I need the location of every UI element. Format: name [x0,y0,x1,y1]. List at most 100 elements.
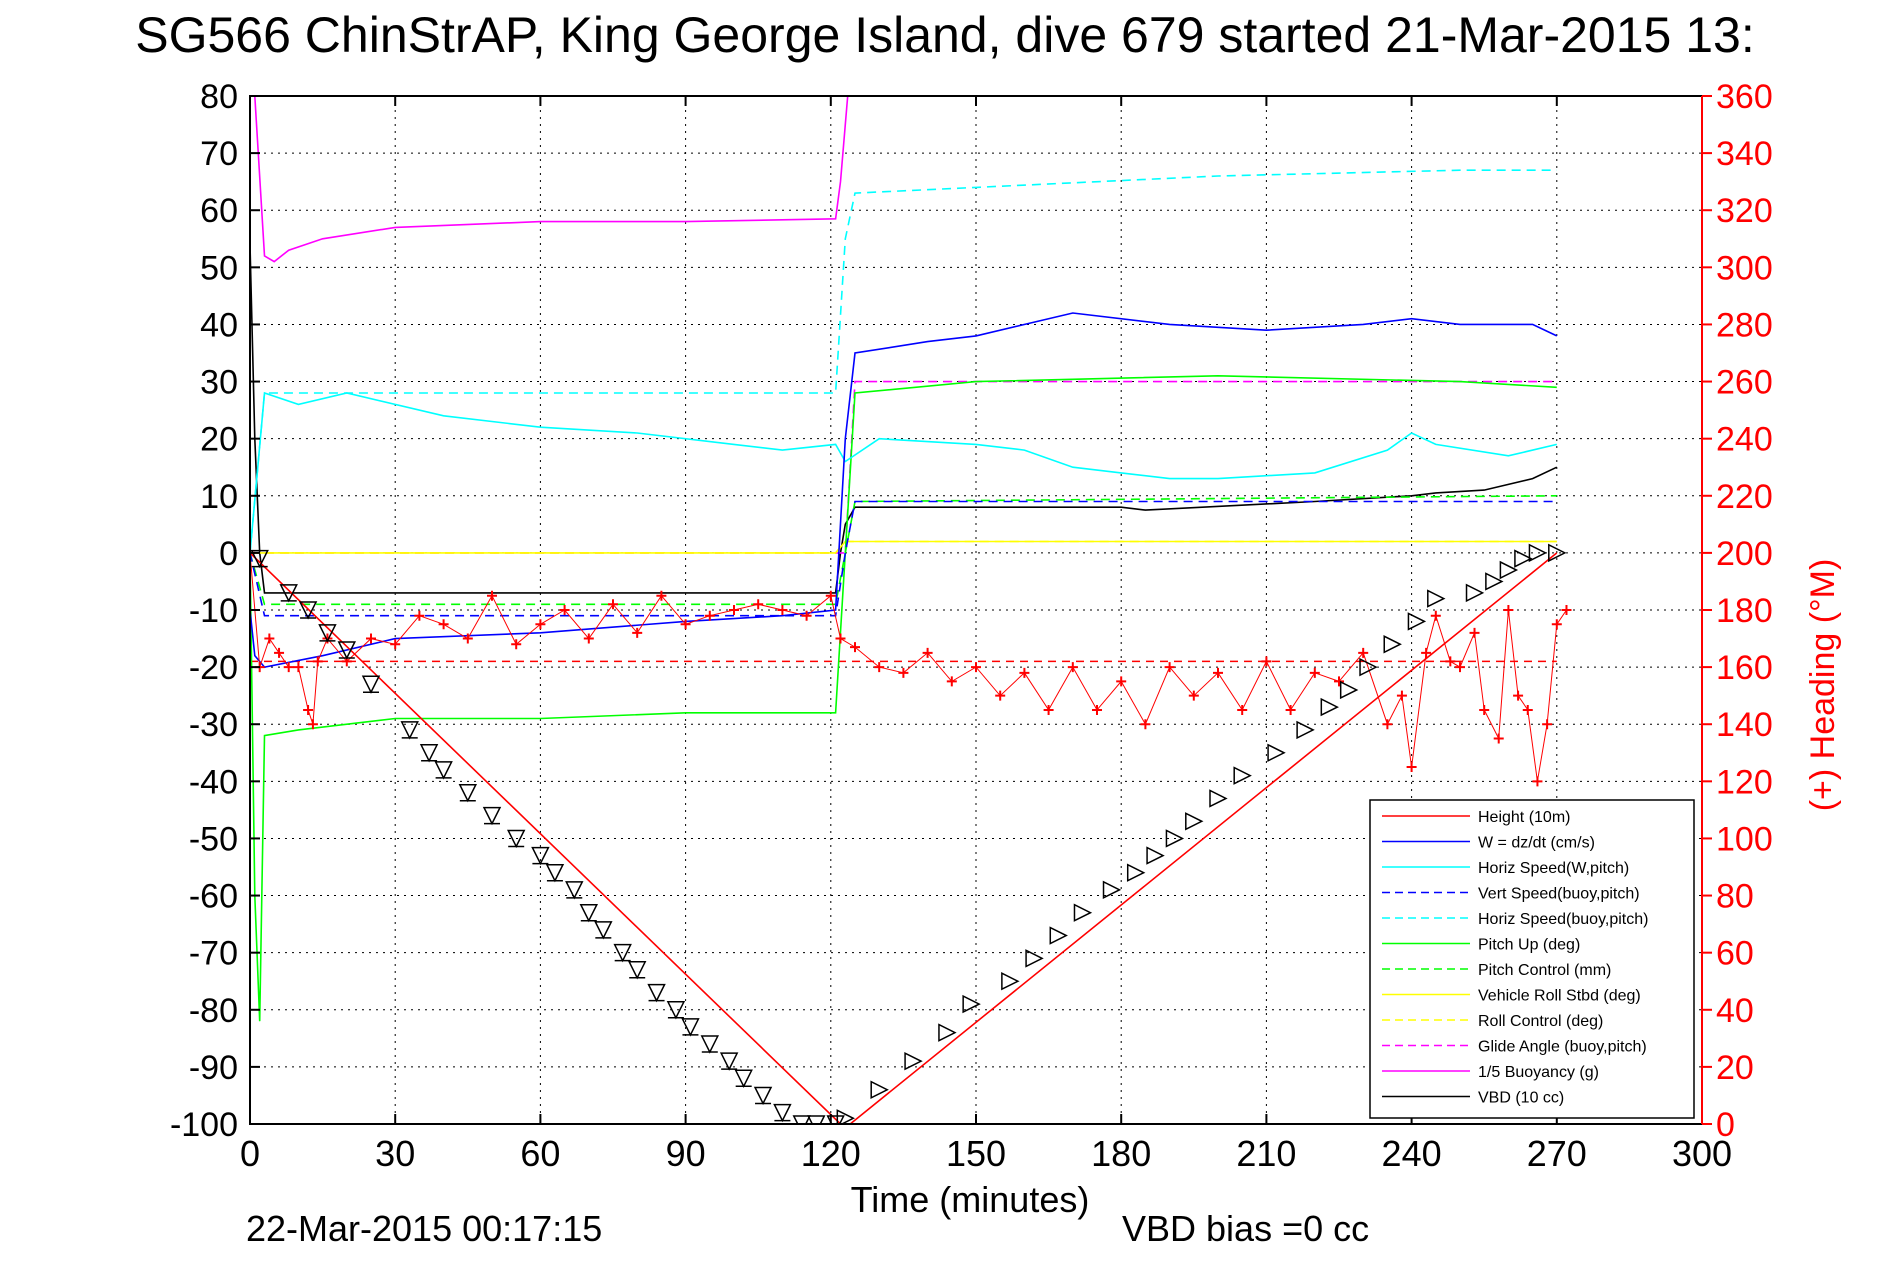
height-marker [1146,846,1165,865]
height-marker [531,846,550,866]
y-tick-label: -100 [170,1106,238,1144]
height-marker [613,943,632,963]
series-line-vehicle-roll-stbd-deg [250,540,1557,554]
height-marker [734,1069,753,1088]
x-tick-label: 300 [1672,1133,1732,1174]
height-marker [400,721,419,740]
heading-point [1445,656,1456,667]
legend-label: Pitch Up (deg) [1478,937,1580,954]
height-marker [1528,543,1548,563]
x-tick-label: 180 [1091,1133,1151,1174]
heading-point [1382,719,1393,730]
y2-tick-label: 60 [1716,935,1754,973]
heading-point [1396,690,1407,701]
height-marker [279,584,298,603]
heading-point [1358,647,1369,658]
height-marker [1185,812,1204,831]
heading-point [608,599,618,610]
legend-label: Pitch Control (mm) [1478,962,1611,979]
series-line-glide-angle-buoy-pitch [250,380,1557,554]
y-tick-label: -20 [189,649,238,687]
height-marker [753,1086,773,1106]
height-marker [434,761,453,780]
legend-label: Roll Control (deg) [1478,1013,1603,1030]
series-line-roll-control-deg [250,540,1557,554]
height-marker [826,1115,845,1124]
heading-point [559,605,570,615]
y-axis-right: 3603403203002802602402202001801601401201… [1701,78,1773,1144]
heading-point [1213,667,1223,678]
x-axis: 0 30 60 90 120 150 180 210 240 270 300 [240,96,1732,1174]
heading-point [656,590,667,601]
height-marker [1320,697,1339,717]
heading-point [922,647,933,658]
height-marker [1209,789,1228,808]
height-marker [904,1051,923,1071]
heading-point [1188,690,1199,701]
height-marker [1233,766,1252,785]
y2-tick-label: 300 [1716,249,1773,287]
height-marker [458,784,478,803]
y2-tick-label: 320 [1716,192,1773,230]
y2-tick-label: 160 [1716,649,1773,687]
legend-label: VBD (10 cc) [1478,1090,1564,1107]
legend-label: Horiz Speed(buoy,pitch) [1478,911,1648,928]
heading-point [264,633,275,644]
heading-point [729,605,739,615]
y2-tick-label: 200 [1716,535,1773,573]
heading-point [874,662,885,673]
heading-point [1237,704,1248,715]
heading-point [704,610,715,621]
series-line-vert-speed-buoy-pitch [250,500,1557,617]
heading-point [1406,762,1417,773]
heading-point [1561,605,1572,615]
legend: Height (10m) W = dz/dt (cm/s) Horiz Speed(… [1369,799,1695,1119]
series-line-w-dz-dt-cm-s [250,312,1558,668]
footer-timestamp: 22-Mar-2015 00:17:15 [246,1208,603,1249]
height-marker [1073,903,1093,922]
heading-point [303,704,314,715]
heading-point [1455,662,1465,673]
heading-point [1542,719,1553,730]
heading-point [1522,704,1533,715]
height-marker [506,829,526,849]
heading-point [898,667,909,678]
height-marker [870,1080,889,1099]
series-line-height-10m [250,552,1558,1124]
heading-point [1469,627,1480,638]
height-marker [1485,572,1504,591]
height-marker [666,1001,686,1020]
y-tick-label: 40 [200,306,238,344]
heading-point [946,676,957,687]
y2-tick-label: 180 [1716,592,1773,630]
height-marker [565,881,584,900]
heading-point [1430,610,1441,621]
height-marker [1102,880,1122,900]
x-tick-label: 240 [1382,1133,1442,1174]
series-line-1-5-buoyancy-g [250,96,849,263]
heading-point [1493,733,1504,744]
height-marker [1514,549,1533,568]
footer-vbd-bias: VBD bias =0 cc [1122,1208,1370,1249]
height-marker [627,961,647,980]
x-tick-label: 0 [240,1133,260,1174]
height-marker [1359,657,1378,677]
heading-point [1261,656,1272,667]
height-marker [1165,829,1185,848]
y-tick-label: 50 [200,249,238,287]
x-tick-label: 60 [520,1133,560,1174]
heading-point [1334,676,1344,687]
series-line-pitch-control-mm [250,495,1557,606]
heading-point [850,642,860,653]
heading-point [312,656,323,667]
x-axis-label: Time (minutes) [851,1179,1090,1220]
y-tick-label: 20 [200,421,238,459]
heading-point [632,627,643,638]
height-marker [773,1103,792,1123]
heading-point [1043,704,1054,715]
heading-point [1067,662,1078,673]
heading-point [801,610,812,621]
height-marker [594,921,613,940]
y2-tick-label: 40 [1716,992,1754,1030]
